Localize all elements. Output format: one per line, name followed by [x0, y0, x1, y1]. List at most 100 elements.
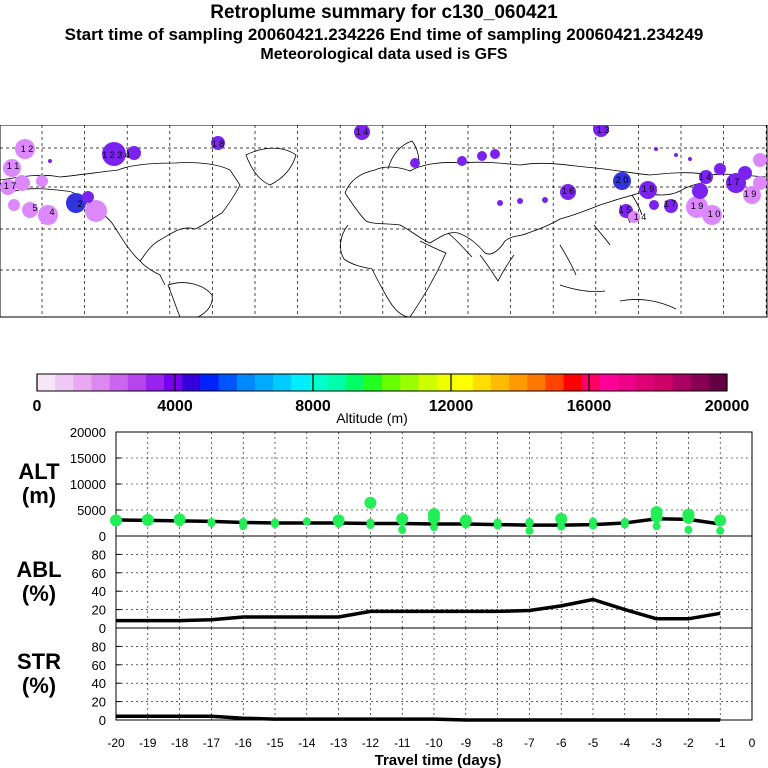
y-tick-label: 0 — [99, 713, 106, 728]
colorbar-cell — [599, 374, 619, 391]
plume-marker — [664, 199, 678, 213]
altitude-point — [682, 511, 695, 524]
map-label: 1 0 — [708, 209, 721, 219]
altitude-colorbar: 0 4000 8000 12000 16000 20000 Altitude (m) — [33, 373, 749, 426]
x-tick-label: -7 — [524, 736, 535, 750]
map-label: 2 0 — [616, 175, 629, 185]
map-label: 1 9 — [642, 184, 655, 194]
y-axis-title: ALT — [18, 459, 60, 484]
colorbar-cell — [472, 374, 492, 391]
plume-marker — [699, 170, 713, 184]
map-label: 1 6 — [562, 186, 575, 196]
x-tick-label: -17 — [203, 736, 221, 750]
altitude-point — [589, 521, 597, 530]
colorbar-cell — [91, 374, 111, 391]
x-tick-label: -14 — [298, 736, 316, 750]
altitude-point — [366, 521, 375, 530]
altitude-point — [428, 512, 440, 525]
colorbar-tick-label: 16000 — [567, 398, 612, 415]
x-axis-title: Travel time (days) — [375, 752, 502, 768]
altitude-point — [716, 526, 725, 535]
plume-marker — [477, 151, 487, 161]
plume-marker — [688, 157, 692, 161]
map-label: 1 7 — [4, 181, 17, 191]
plume-marker — [127, 146, 141, 160]
plume-marker — [560, 184, 576, 200]
plume-marker — [542, 197, 548, 203]
map-label: 1 8 — [212, 139, 225, 149]
colorbar-cell — [291, 374, 310, 391]
colorbar-cell — [273, 374, 292, 391]
colorbar-cell — [672, 374, 692, 391]
map-label: 1 3 — [597, 125, 610, 135]
colorbar-cell — [563, 374, 583, 391]
x-tick-label: -10 — [425, 736, 443, 750]
y-axis-title: STR — [17, 649, 61, 674]
plume-marker — [8, 199, 20, 211]
x-tick-label: -12 — [362, 736, 380, 750]
altitude-point — [650, 510, 663, 523]
plume-marker — [517, 198, 523, 204]
series-line — [115, 517, 721, 527]
altitude-point — [684, 525, 693, 534]
plume-marker — [613, 172, 631, 190]
plume-marker — [702, 205, 722, 225]
colorbar-cell — [545, 374, 565, 391]
colorbar-cell — [254, 374, 274, 391]
colorbar-cell — [509, 374, 528, 391]
map-label: 1 4 — [356, 127, 369, 137]
altitude-point — [398, 525, 407, 534]
colorbar-cell — [454, 374, 474, 391]
altitude-point — [652, 522, 661, 531]
colorbar-label: Altitude (m) — [336, 410, 408, 426]
plume-marker — [674, 153, 678, 157]
map-day-labels: 1 2 1 2 3 4 1 4 1 1 1 3 1 6 2 0 1 9 1 7 … — [4, 125, 757, 222]
colorbar-cell — [37, 374, 56, 391]
map-gridlines — [0, 125, 767, 317]
y-tick-label: 60 — [92, 566, 106, 581]
colorbar-cell — [345, 374, 365, 391]
y-tick-label: 5000 — [77, 503, 106, 518]
y-axis-title: ABL — [16, 557, 61, 582]
x-tick-label: -3 — [651, 736, 662, 750]
map-label: 5 — [32, 203, 37, 213]
colorbar-cell — [418, 374, 437, 391]
map-label: 1 4 — [699, 172, 712, 182]
x-tick-label: -16 — [235, 736, 253, 750]
plume-marker — [639, 181, 657, 199]
plume-marker — [211, 136, 225, 150]
plume-marker — [102, 142, 126, 166]
altitude-point — [112, 518, 120, 527]
colorbar-tick-label: 12000 — [429, 398, 474, 415]
colorbar-cell — [400, 374, 419, 391]
x-tick-label: -8 — [492, 736, 503, 750]
plume-marker — [85, 200, 107, 222]
y-tick-label: 20 — [92, 603, 106, 618]
plume-markers — [0, 125, 767, 225]
altitude-point — [239, 522, 248, 531]
colorbar-cell — [363, 374, 383, 391]
map-label: 1 1 — [7, 161, 20, 171]
altitude-point — [461, 520, 470, 529]
met-data-note: Meteorological data used is GFS — [260, 46, 508, 63]
retroplume-map: 1 2 1 2 3 4 1 4 1 1 1 3 1 6 2 0 1 9 1 7 … — [0, 125, 768, 318]
plume-marker — [36, 175, 48, 187]
colorbar-cell — [109, 374, 129, 391]
x-tick-label: -4 — [619, 736, 630, 750]
y-axis-unit: (%) — [22, 673, 56, 698]
plume-marker — [753, 153, 767, 167]
colorbar-cell — [382, 374, 401, 391]
plume-marker — [743, 186, 761, 204]
map-label: 1 2 3 4 — [102, 150, 130, 160]
colorbar-cell — [708, 374, 728, 391]
altitude-point — [493, 521, 502, 530]
x-tick-label: -11 — [394, 736, 411, 750]
altitude-point — [557, 522, 566, 531]
plume-marker — [3, 159, 21, 177]
colorbar-cell — [581, 374, 601, 391]
colorbar-cell — [127, 374, 147, 391]
series-line — [116, 714, 721, 722]
altitude-point — [620, 520, 629, 529]
plume-marker — [82, 191, 94, 203]
